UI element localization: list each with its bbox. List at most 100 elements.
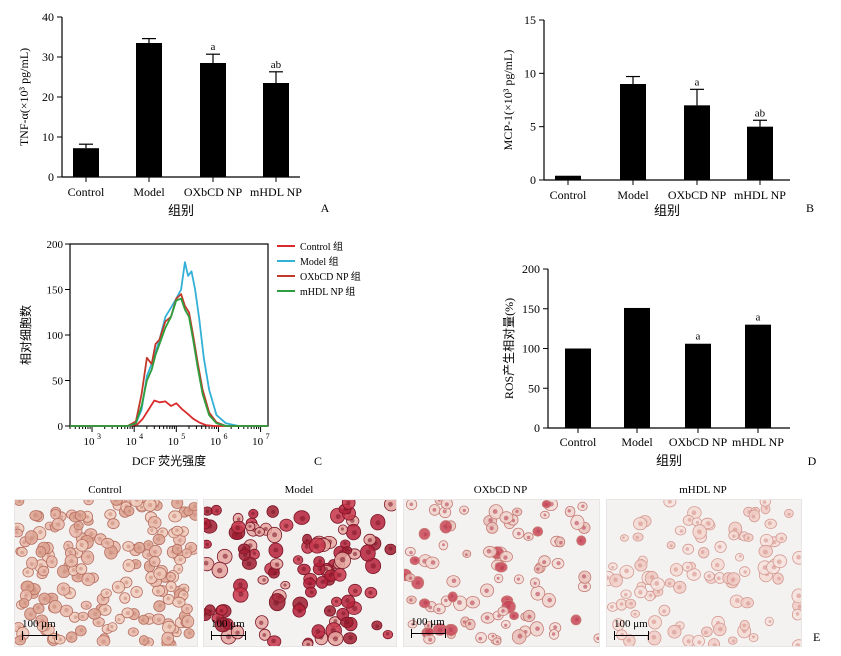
cell-nucleus [512, 614, 516, 618]
cell-nucleus [526, 535, 531, 540]
cell-nucleus [60, 586, 66, 591]
cell-nucleus [283, 583, 287, 587]
cell-nucleus [501, 609, 505, 613]
cell-nucleus [168, 574, 172, 579]
cell-nucleus [677, 585, 682, 590]
cell-nucleus [409, 598, 413, 602]
cell-nucleus [22, 540, 27, 545]
cell-nucleus [517, 633, 523, 639]
bar [684, 105, 710, 180]
x-tick-label: Model [621, 435, 653, 449]
cell-nucleus [536, 529, 540, 533]
bar [263, 83, 289, 177]
cell-nucleus [484, 615, 490, 621]
cell-nucleus [484, 588, 489, 594]
cell-nucleus [110, 625, 114, 629]
y-tick-label: 0 [534, 421, 540, 435]
cell-nucleus [409, 502, 414, 507]
x-tick-label: 10 [126, 436, 138, 448]
cell-nucleus [583, 584, 588, 589]
cell-nucleus [115, 584, 120, 590]
cell-nucleus [38, 529, 43, 535]
cell-nucleus [715, 562, 720, 568]
cell-nucleus [486, 548, 492, 554]
cell [83, 500, 94, 506]
cell-nucleus [768, 620, 772, 623]
cell-nucleus [535, 626, 540, 631]
cell-nucleus [85, 604, 89, 608]
cell-nucleus [504, 623, 508, 627]
cell-nucleus [188, 545, 193, 550]
cell-nucleus [437, 500, 441, 502]
cell-nucleus [695, 520, 700, 525]
y-tick-label: 15 [524, 13, 536, 27]
cell-nucleus [235, 630, 240, 635]
scale-bar-label: 100 μm [22, 618, 56, 630]
x-tick-exponent: 3 [97, 432, 101, 441]
cell-nucleus [743, 570, 747, 574]
cell-nucleus [444, 502, 449, 507]
cell-nucleus [673, 567, 678, 572]
cell-nucleus [177, 538, 182, 543]
cell-nucleus [633, 612, 637, 616]
cell-nucleus [544, 503, 548, 506]
legend-label: Model 组 [300, 255, 339, 268]
cell-nucleus [388, 501, 393, 507]
cell-nucleus [134, 500, 139, 503]
y-axis-title: MCP-1(×10³ pg/mL) [501, 50, 515, 151]
cell-nucleus [103, 607, 108, 612]
micrograph-title-oxbcd: OXbCD NP [473, 484, 528, 496]
cell-nucleus [188, 631, 192, 635]
cell-nucleus [762, 565, 768, 570]
cell-nucleus [26, 584, 31, 589]
cell [707, 638, 721, 646]
cell-nucleus [114, 500, 119, 502]
cell-nucleus [166, 636, 171, 641]
cell-nucleus [762, 500, 767, 504]
bar [73, 148, 99, 177]
cell-nucleus [365, 549, 372, 555]
cell-nucleus [271, 509, 276, 514]
bar [685, 343, 711, 428]
micrograph-texture [607, 500, 801, 646]
scale-bar-oxbcd: 100 μm [411, 616, 451, 638]
x-tick-label: mHDL NP [732, 435, 784, 449]
panel-label-e: E [813, 630, 821, 644]
cell-nucleus [444, 598, 448, 603]
cell-nucleus [465, 553, 468, 557]
x-tick-label: Control [550, 188, 587, 202]
cell-nucleus [328, 572, 334, 577]
cell [171, 500, 184, 509]
series-line [70, 399, 268, 427]
cell-nucleus [738, 554, 742, 558]
cell-nucleus [217, 567, 223, 574]
cell-nucleus [243, 553, 248, 558]
cell-nucleus [271, 638, 276, 644]
cell-nucleus [467, 621, 472, 626]
y-tick-label: 100 [522, 342, 540, 356]
cell-nucleus [101, 596, 106, 602]
cell-nucleus [656, 590, 661, 594]
series-line [70, 261, 268, 427]
x-axis-title: 组别 [168, 203, 194, 218]
cell-nucleus [718, 627, 723, 632]
x-axis-title: DCF 荧光强度 [132, 453, 206, 468]
cell-nucleus [503, 555, 508, 560]
cell-nucleus [496, 576, 500, 580]
cell-nucleus [85, 577, 90, 582]
bar [136, 43, 162, 177]
cell-nucleus [222, 553, 228, 559]
cell-nucleus [426, 624, 430, 628]
cell-nucleus [339, 556, 346, 563]
cell-nucleus [29, 536, 34, 541]
cell-nucleus [751, 514, 756, 519]
cell-nucleus [275, 562, 280, 567]
cell-nucleus [299, 515, 306, 522]
cell-nucleus [345, 547, 350, 552]
bar [747, 126, 773, 180]
cell-nucleus [248, 524, 252, 528]
cell-nucleus [176, 546, 180, 551]
cell-nucleus [148, 575, 153, 580]
cell-nucleus [496, 640, 499, 644]
cell-nucleus [779, 536, 784, 541]
